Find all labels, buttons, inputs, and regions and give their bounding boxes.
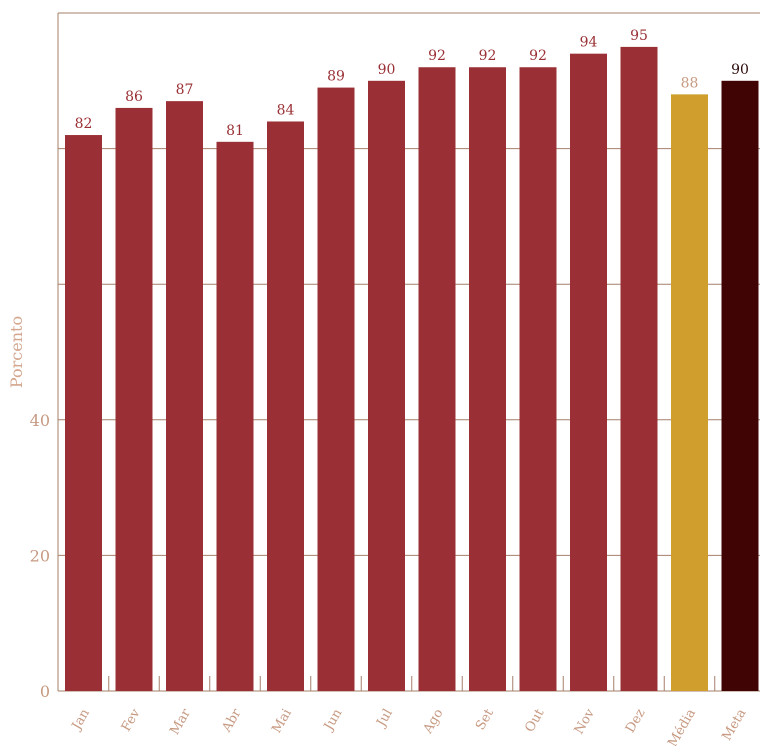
x-tick-label: Out [522,706,548,735]
y-tick-label: 0 [40,682,50,701]
bar [671,94,708,692]
x-tick-label: Abr [219,706,245,736]
x-tick-label: Meta [719,706,749,743]
data-label: 95 [630,28,648,44]
bar [267,121,304,692]
y-tick-label: 20 [30,546,50,565]
y-tick-labels: 0 20 40 [30,411,50,701]
bars [65,46,759,692]
value-labels: 82 86 87 81 84 89 90 92 92 92 94 95 88 90 [75,28,749,139]
bar [570,53,607,692]
data-label: 84 [277,102,295,118]
bar [418,67,456,692]
data-label: 81 [226,123,244,139]
data-label: 86 [125,89,143,105]
bar [65,135,102,692]
x-tick-label: Jul [373,707,396,732]
data-label: 88 [681,75,699,91]
x-tick-label: Ago [420,706,446,737]
data-label: 94 [580,35,598,51]
bar [519,67,557,692]
data-label: 89 [327,69,345,85]
x-tick-label: Média [665,706,699,746]
x-tick-label: Jan [68,706,93,734]
x-tick-label: Set [473,706,497,733]
bar [368,80,405,692]
data-label: 82 [75,116,93,132]
y-tick-label: 40 [30,411,50,430]
x-tick-labels: Jan Fev Mar Abr Mai Jun Jul Ago Set Out Nov Dez Médi… [68,706,749,746]
data-label: 90 [378,62,396,78]
bar [721,80,759,692]
data-label: 92 [479,48,497,64]
data-label: 87 [176,82,194,98]
data-label: 92 [529,48,547,64]
bar [469,67,506,692]
bar [317,87,355,691]
bar [115,107,153,692]
data-label: 92 [428,48,446,64]
x-tick-label: Mar [167,706,194,738]
bar [620,46,658,691]
x-tick-label: Nov [572,706,599,737]
bar [166,101,203,691]
x-tick-label: Fev [119,706,144,734]
bar [216,141,254,691]
x-tick-label: Dez [623,706,649,735]
x-tick-label: Jun [320,706,345,735]
y-axis-title: Porcento [7,316,26,388]
x-tick-label: Mai [269,707,295,736]
data-label: 90 [731,62,749,78]
